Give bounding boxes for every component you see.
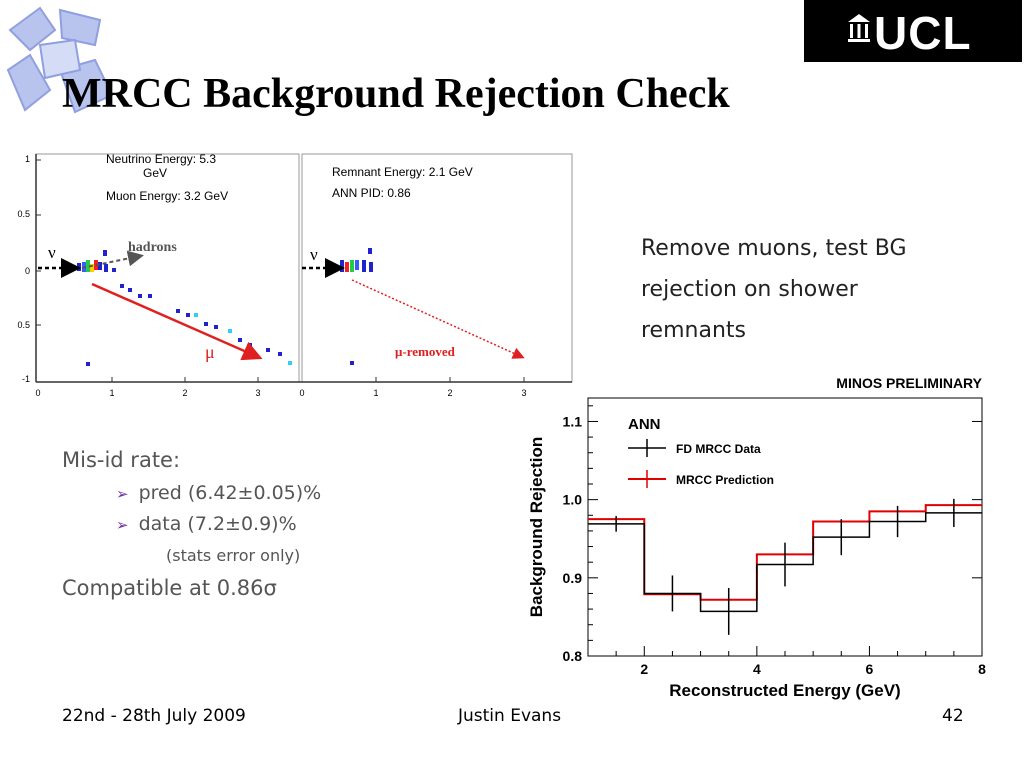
x-tick-label: 6 (866, 661, 874, 677)
plot-frame (587, 397, 983, 657)
ucl-logo: UCL (804, 0, 1022, 62)
legend-title: ANN (628, 416, 661, 433)
misid-block: Mis-id rate: ➢ pred (6.42±0.05)% ➢ data (7… (62, 448, 321, 600)
y-tick-label: 0.8 (563, 648, 583, 664)
y-tick: 0 (25, 266, 30, 276)
background-rejection-chart: MINOS PRELIMINARY Reconstructed Energy (G… (527, 375, 986, 700)
neutrino-energy-label: Neutrino Energy: 5.3 (106, 152, 217, 166)
data-series-line (588, 512, 982, 613)
ucl-logo-text: UCL (874, 7, 972, 59)
x-axis-label: Reconstructed Energy (GeV) (669, 681, 900, 700)
x-tick: 1 (373, 388, 378, 398)
muon-energy-label: Muon Energy: 3.2 GeV (106, 189, 229, 203)
bullet-data: ➢ data (7.2±0.9)% (116, 513, 297, 535)
compatibility-text: Compatible at 0.86σ (62, 576, 277, 600)
event-display: 1 0.5 0 0.5 -1 0 1 2 3 0 1 2 3 ν hadro (17, 153, 573, 398)
right-hits (340, 248, 373, 365)
description: Remove muons, test BG rejection on showe… (641, 228, 981, 351)
x-tick: 2 (447, 388, 452, 398)
x-tick-label: 2 (640, 661, 648, 677)
x-tick-label: 8 (978, 661, 986, 677)
x-tick: 1 (109, 388, 114, 398)
misid-heading: Mis-id rate: (62, 448, 181, 472)
nu-label-right: ν (310, 245, 318, 264)
x-tick: 3 (255, 388, 260, 398)
neutrino-energy-unit: GeV (143, 166, 168, 180)
slide-title: MRCC Background Rejection Check (62, 71, 730, 117)
y-tick: -1 (22, 374, 30, 384)
y-tick: 1 (25, 154, 30, 164)
portico-icon (848, 14, 870, 42)
footer-page-number: 42 (942, 706, 964, 726)
remnant-energy-label: Remnant Energy: 2.1 GeV (332, 165, 473, 179)
footer-author: Justin Evans (458, 706, 562, 726)
ann-pid-label: ANN PID: 0.86 (332, 186, 411, 200)
description-line: rejection on shower (641, 277, 858, 302)
legend-data-label: FD MRCC Data (676, 442, 761, 456)
y-tick: 0.5 (17, 320, 30, 330)
x-tick: 0 (35, 388, 40, 398)
stats-note: (stats error only) (166, 546, 301, 565)
x-tick-label: 4 (753, 661, 761, 677)
bullet-pred: ➢ pred (6.42±0.05)% (116, 482, 321, 504)
mu-removed-label: μ-removed (395, 344, 456, 359)
y-tick-label: 1.0 (563, 492, 583, 508)
chart-title: MINOS PRELIMINARY (836, 375, 982, 391)
bullet-text: pred (6.42±0.05)% (138, 482, 322, 504)
y-axis-label: Background Rejection (527, 437, 546, 617)
legend-prediction-label: MRCC Prediction (676, 473, 774, 487)
footer-date: 22nd - 28th July 2009 (62, 706, 246, 726)
hadrons-label: hadrons (128, 240, 177, 255)
y-tick: 0.5 (17, 209, 30, 219)
mu-label: μ (205, 342, 215, 362)
x-tick: 0 (299, 388, 304, 398)
y-tick-label: 0.9 (563, 570, 583, 586)
arrow-bullet-icon: ➢ (116, 485, 129, 503)
nu-label-left: ν (48, 243, 56, 262)
minos-logo-icon (6, 6, 114, 114)
y-tick-label: 1.1 (563, 413, 583, 429)
left-hits (77, 250, 292, 366)
x-tick: 3 (521, 388, 526, 398)
x-tick: 2 (182, 388, 187, 398)
description-line: Remove muons, test BG (641, 236, 907, 261)
bullet-text: data (7.2±0.9)% (138, 513, 297, 535)
description-line: remnants (641, 318, 746, 343)
arrow-bullet-icon: ➢ (116, 516, 129, 534)
